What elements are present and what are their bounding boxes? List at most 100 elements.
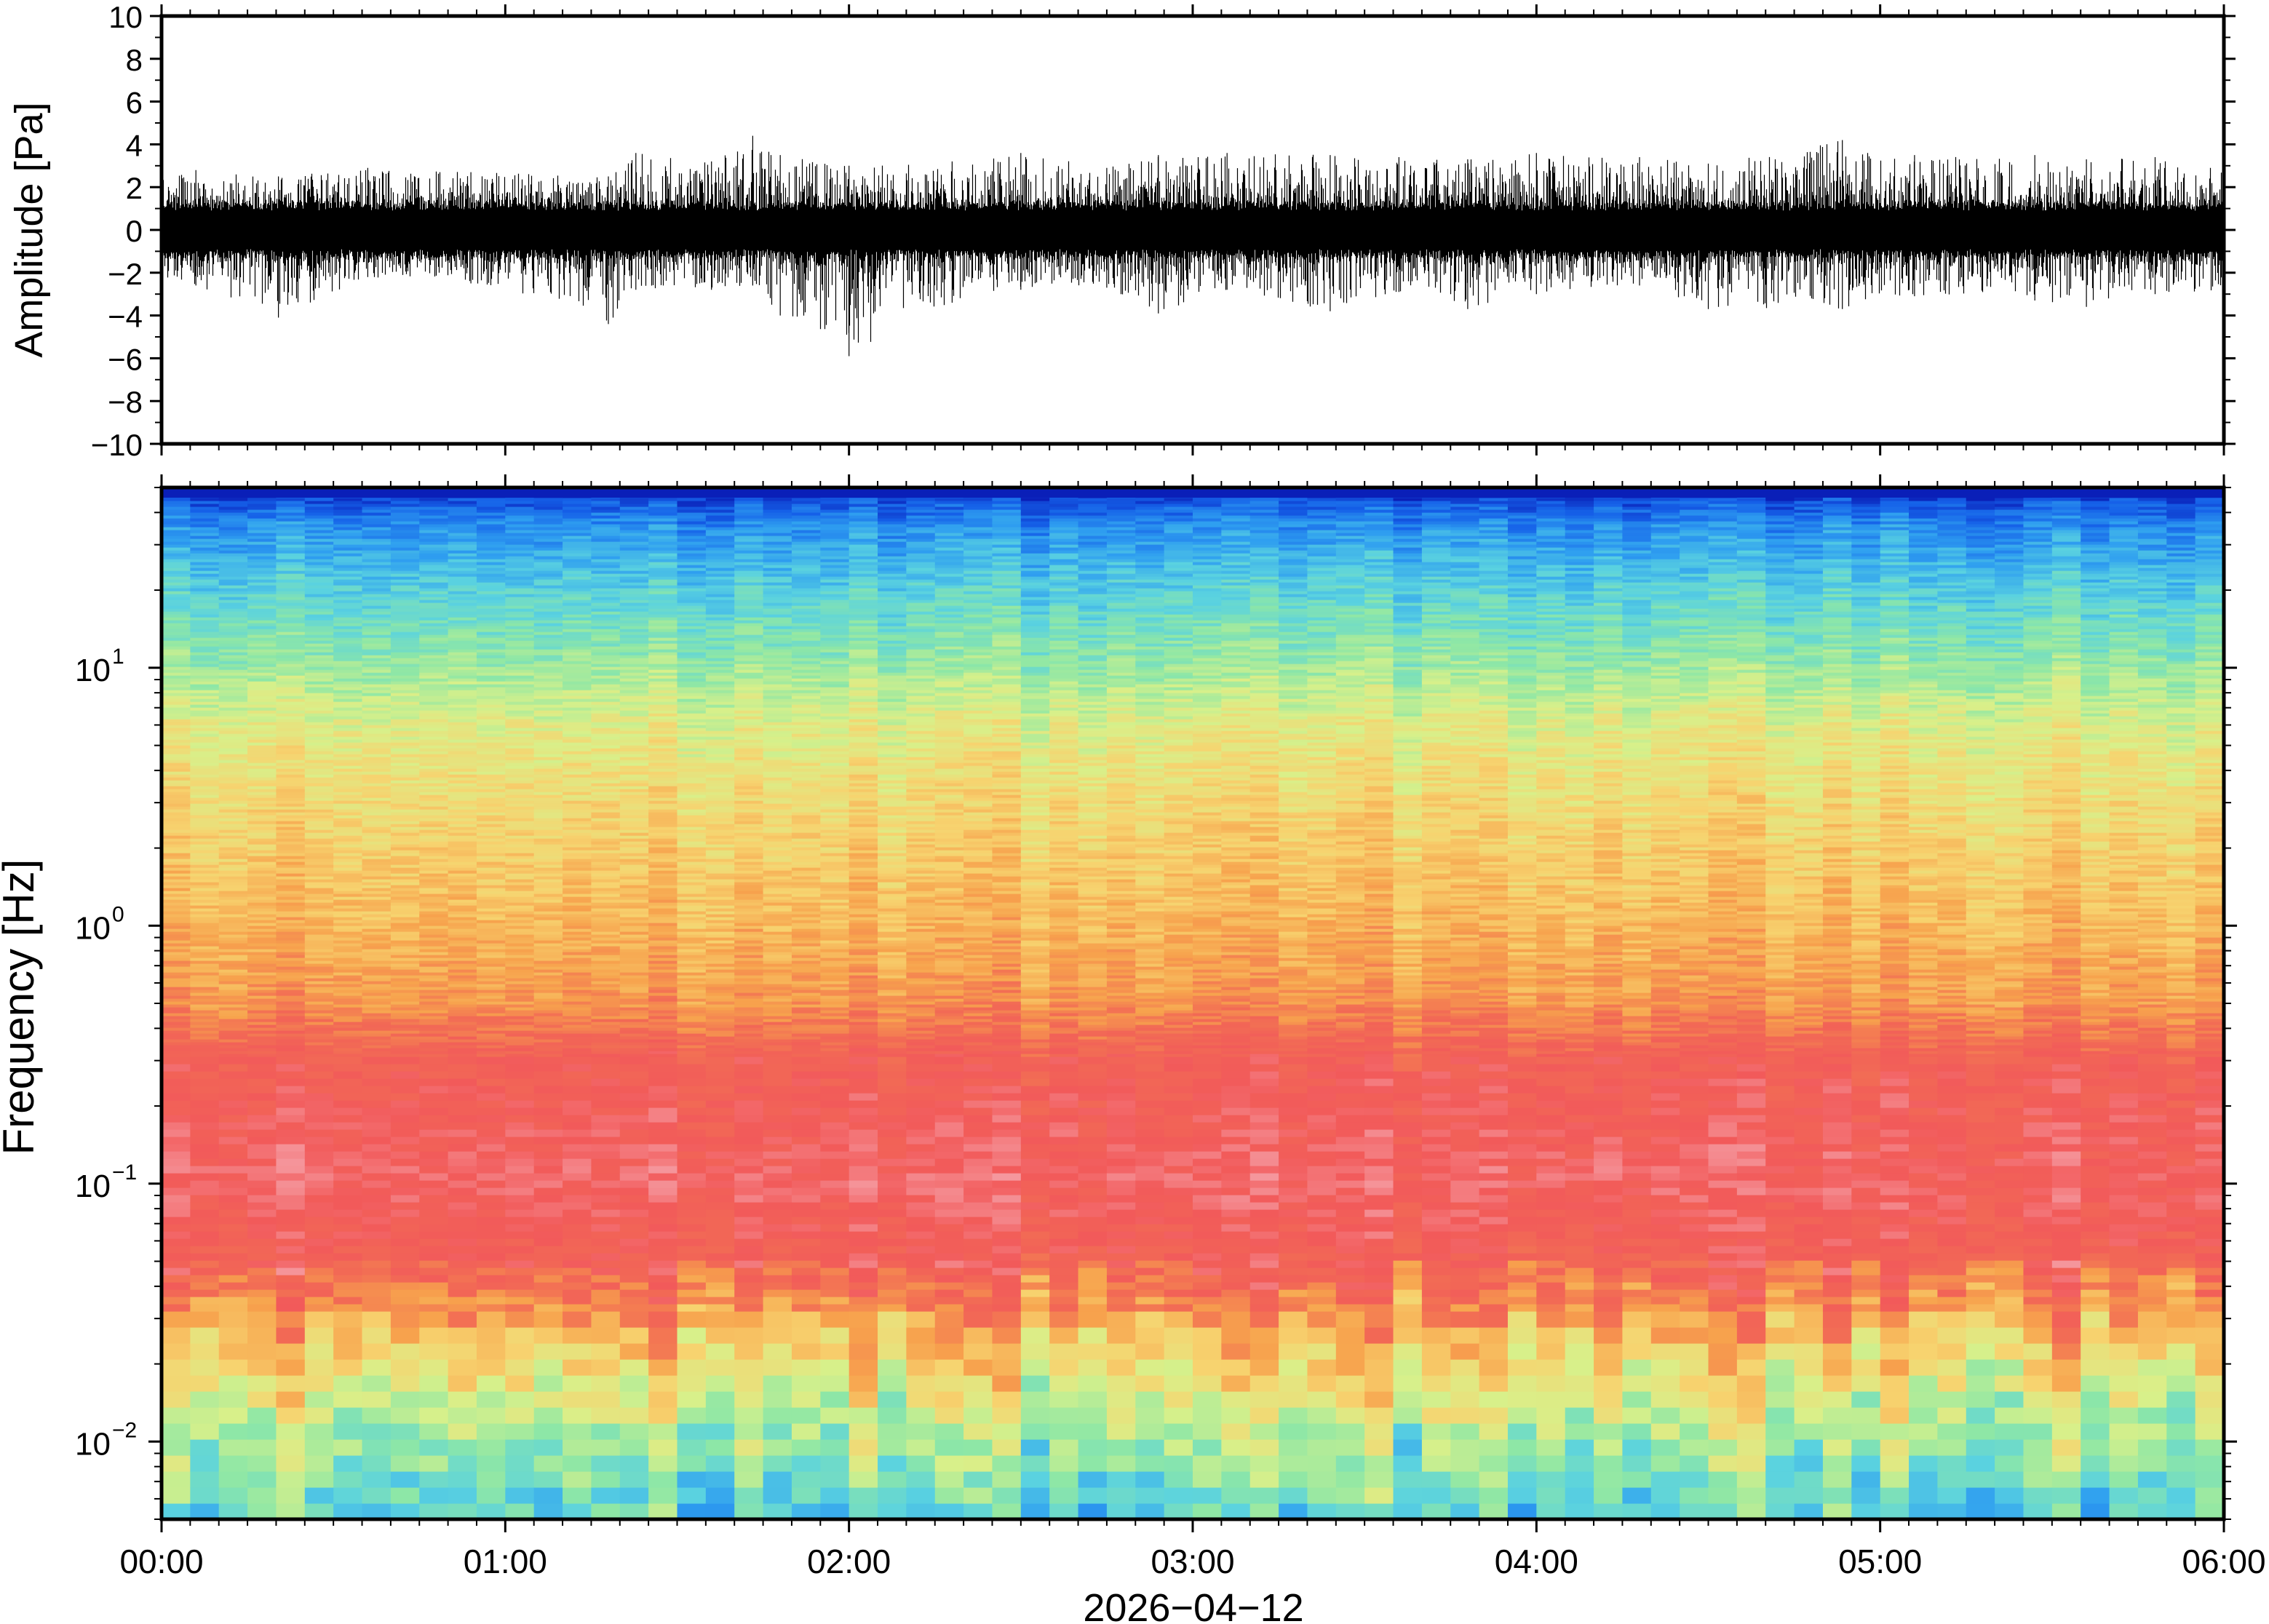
spectrogram-cell xyxy=(190,614,220,618)
spectrogram-cell xyxy=(304,748,334,752)
spectrogram-cell xyxy=(304,521,334,525)
spectrogram-cell xyxy=(162,1238,191,1246)
spectrogram-cell xyxy=(563,771,592,775)
spectrogram-cell xyxy=(563,934,592,938)
spectrogram-cell xyxy=(476,687,506,690)
spectrogram-cell xyxy=(190,1311,220,1328)
spectrogram-cell xyxy=(476,498,506,501)
spectrogram-cell xyxy=(390,1455,420,1472)
spectrogram-cell xyxy=(390,946,420,950)
spectrogram-cell xyxy=(333,565,363,568)
spectrogram-cell xyxy=(276,678,306,682)
spectrogram-cell xyxy=(648,1275,678,1283)
spectrogram-cell xyxy=(448,655,477,658)
spectrogram-cell xyxy=(419,1224,449,1232)
spectrogram-cell xyxy=(333,966,363,970)
spectrogram-cell xyxy=(505,745,535,749)
spectrogram-cell xyxy=(333,637,363,641)
spectrogram-cell xyxy=(505,614,535,618)
spectrogram-cell xyxy=(648,1137,678,1145)
spectrogram-cell xyxy=(190,1036,220,1040)
spectrogram-cell xyxy=(591,937,621,941)
spectrogram-cell xyxy=(648,1001,678,1005)
spectrogram-cell xyxy=(591,1042,621,1046)
spectrogram-cell xyxy=(162,701,191,705)
spectrogram-cell xyxy=(362,774,392,778)
spectrogram-cell xyxy=(247,1282,277,1290)
spectrogram-cell xyxy=(333,719,363,723)
spectrogram-cell xyxy=(705,952,735,955)
spectrogram-cell xyxy=(677,780,707,784)
spectrogram-cell xyxy=(276,943,306,947)
spectrogram-cell xyxy=(505,509,535,513)
spectrogram-cell xyxy=(448,1166,477,1174)
spectrogram-cell xyxy=(390,815,420,819)
spectrogram-cell xyxy=(419,917,449,920)
spectrogram-cell xyxy=(648,966,678,970)
spectrogram-cell xyxy=(619,570,649,574)
spectrogram-cell xyxy=(362,838,392,842)
spectrogram-cell xyxy=(276,597,306,600)
spectrogram-cell xyxy=(705,899,735,903)
spectrogram-cell xyxy=(591,568,621,571)
spectrogram-cell xyxy=(162,978,191,982)
spectrogram-cell xyxy=(218,588,248,592)
spectrogram-cell xyxy=(304,1007,334,1011)
spectrogram-cell xyxy=(333,568,363,571)
spectrogram-cell xyxy=(362,573,392,577)
spectrogram-cell xyxy=(247,1209,277,1217)
spectrogram-cell xyxy=(218,681,248,685)
spectrogram-cell xyxy=(448,643,477,647)
spectrogram-cell xyxy=(677,771,707,775)
spectrogram-cell xyxy=(247,806,277,810)
spectrogram-cell xyxy=(648,1304,678,1312)
spectrogram-cell xyxy=(476,728,506,731)
spectrogram-cell xyxy=(648,835,678,839)
spectrogram-cell xyxy=(276,1093,306,1101)
spectrogram-cell xyxy=(419,1267,449,1275)
spectrogram-cell xyxy=(362,809,392,813)
spectrogram-cell xyxy=(218,611,248,615)
spectrogram-cell xyxy=(448,664,477,667)
spectrogram-cell xyxy=(419,876,449,880)
spectrogram-cell xyxy=(677,509,707,513)
spectrogram-cell xyxy=(476,1423,506,1440)
spectrogram-cell xyxy=(419,914,449,918)
spectrogram-cell xyxy=(648,594,678,597)
spectrogram-cell xyxy=(619,879,649,883)
spectrogram-cell xyxy=(677,751,707,755)
spectrogram-cell xyxy=(162,1033,191,1037)
spectrogram-cell xyxy=(362,1137,392,1145)
spectrogram-cell xyxy=(591,696,621,699)
spectrogram-cell xyxy=(304,931,334,935)
spectrogram-cell xyxy=(563,978,592,982)
spectrogram-cell xyxy=(677,501,707,504)
spectrogram-cell xyxy=(705,1246,735,1254)
spectrogram-cell xyxy=(476,917,506,920)
spectrogram-cell xyxy=(333,812,363,816)
spectrogram-cell xyxy=(619,573,649,577)
spectrogram-cell xyxy=(390,576,420,580)
spectrogram-cell xyxy=(591,946,621,950)
spectrogram-cell xyxy=(448,853,477,856)
spectrogram-cell xyxy=(677,990,707,993)
spectrogram-cell xyxy=(677,765,707,769)
spectrogram-cell xyxy=(276,818,306,821)
spectrogram-cell xyxy=(304,940,334,944)
spectrogram-cell xyxy=(619,998,649,1002)
spectrogram-cell xyxy=(677,800,707,804)
spectrogram-cell xyxy=(333,1048,363,1051)
spectrogram-cell xyxy=(247,748,277,752)
spectrogram-cell xyxy=(362,882,392,885)
spectrogram-cell xyxy=(333,1019,363,1022)
spectrogram-cell xyxy=(390,882,420,885)
spectrogram-cell xyxy=(218,632,248,635)
spectrogram-cell xyxy=(591,1056,621,1064)
spectrogram-cell xyxy=(705,960,735,964)
spectrogram-cell xyxy=(390,774,420,778)
spectrogram-cell xyxy=(591,885,621,888)
spectrogram-cell xyxy=(648,1267,678,1275)
spectrogram-cell xyxy=(476,800,506,804)
spectrogram-cell xyxy=(563,527,592,530)
spectrogram-cell xyxy=(619,990,649,993)
